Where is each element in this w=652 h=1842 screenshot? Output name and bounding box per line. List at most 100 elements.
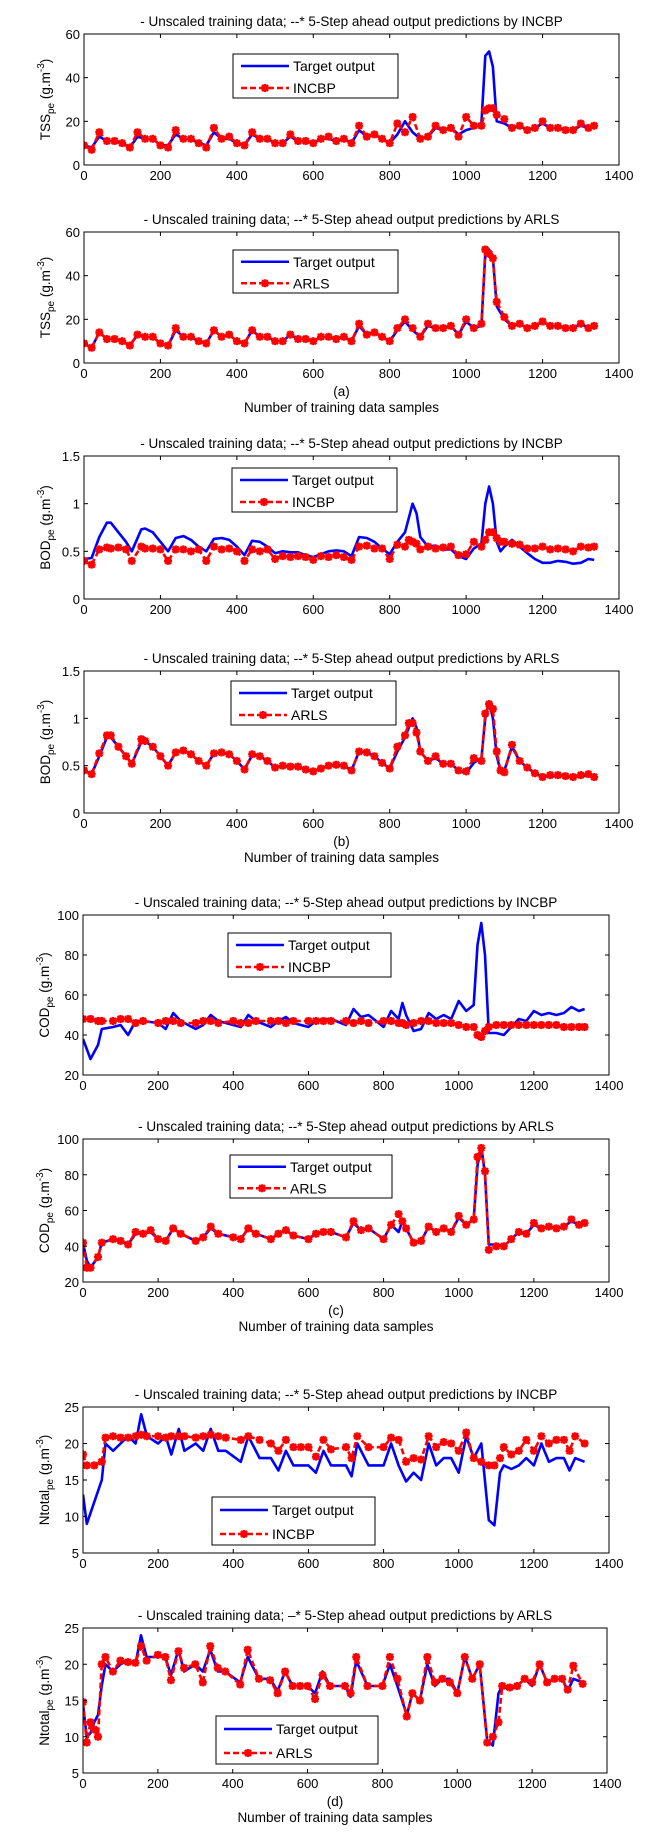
series-marker <box>553 544 562 553</box>
series-marker <box>263 545 272 554</box>
x-tick-label: 600 <box>302 168 324 183</box>
series-marker <box>301 765 310 774</box>
series-marker <box>576 542 585 551</box>
axes-frame <box>83 231 620 364</box>
series-marker <box>402 1457 411 1466</box>
series-marker <box>475 1660 484 1669</box>
series-marker <box>161 1236 170 1245</box>
panel-label: (c) <box>328 1303 344 1318</box>
series-marker <box>537 1224 546 1233</box>
series-marker <box>263 756 272 765</box>
series-line <box>83 1644 584 1744</box>
series-marker <box>255 332 264 341</box>
series-marker <box>229 1017 238 1025</box>
series-marker <box>559 1222 568 1231</box>
x-tick-label: 1400 <box>595 1285 624 1300</box>
y-tick-label: 40 <box>65 1239 79 1254</box>
series-marker <box>439 759 448 768</box>
series-marker <box>131 1658 140 1667</box>
series-marker <box>194 545 203 554</box>
series-marker <box>362 132 371 141</box>
legend-item: INCBP <box>220 1526 315 1542</box>
series-marker <box>131 1227 140 1236</box>
series-marker <box>339 134 348 143</box>
series-marker <box>156 545 165 554</box>
x-tick-label: 200 <box>150 602 172 617</box>
series-marker <box>171 545 180 554</box>
series-marker <box>508 123 516 132</box>
series-marker <box>401 128 409 137</box>
x-tick-label: 1200 <box>519 1556 548 1571</box>
series-marker <box>447 1439 456 1448</box>
series-marker <box>469 1023 478 1031</box>
legend-label: INCBP <box>293 80 336 96</box>
series-marker <box>357 1226 366 1235</box>
series-marker <box>558 1674 567 1683</box>
series-marker <box>401 315 409 324</box>
series-marker <box>578 1679 587 1688</box>
series-marker <box>522 1435 531 1444</box>
series-marker <box>499 1443 508 1452</box>
series-marker <box>324 332 333 341</box>
series-marker <box>309 337 318 346</box>
x-tick-label: 1000 <box>452 366 481 381</box>
series-marker <box>424 1222 433 1231</box>
series-marker <box>454 551 463 560</box>
legend: Target output ARLS <box>232 249 399 294</box>
series-marker <box>131 1019 140 1027</box>
series-marker <box>423 756 432 765</box>
x-tick-label: 1200 <box>528 816 557 831</box>
series-marker <box>446 123 455 132</box>
series-marker <box>255 752 264 761</box>
series-marker <box>271 139 280 148</box>
series-marker <box>324 761 333 770</box>
series-marker <box>153 1650 162 1659</box>
x-tick-label: 400 <box>222 1285 244 1300</box>
x-tick-label: 200 <box>150 816 172 831</box>
legend: Target output ARLS <box>215 1715 379 1765</box>
chart-panel-bod-incbp: - Unscaled training data; --* 5-Step ahe… <box>36 436 633 617</box>
legend-star-icon <box>244 1749 252 1757</box>
series-marker <box>357 1017 366 1025</box>
legend-box <box>211 1496 376 1546</box>
x-tick-label: 1200 <box>518 1776 547 1791</box>
series-marker <box>553 321 562 330</box>
x-tick-label: 0 <box>80 168 87 183</box>
series-marker <box>311 1695 320 1704</box>
series-marker <box>174 1432 183 1441</box>
series-marker <box>404 535 413 544</box>
series-marker <box>281 1019 290 1027</box>
x-tick-label: 1000 <box>452 602 481 617</box>
series-marker <box>240 765 249 774</box>
series-marker <box>169 1017 178 1025</box>
series-marker <box>191 1433 200 1442</box>
series-marker <box>101 1653 110 1661</box>
series-marker <box>324 553 333 562</box>
series-marker <box>187 750 195 759</box>
series-marker <box>90 1725 99 1734</box>
series-marker <box>347 766 356 775</box>
series-marker <box>141 544 150 553</box>
series-marker <box>409 1238 418 1247</box>
x-tick-label: 1000 <box>443 1776 472 1791</box>
series-marker <box>431 544 440 553</box>
y-tick-label: 20 <box>65 1275 79 1290</box>
series-marker <box>481 245 490 254</box>
chart-title: - Unscaled training data; --* 5-Step ahe… <box>144 651 560 666</box>
x-tick-label: 1400 <box>605 366 634 381</box>
series-marker <box>116 1433 125 1442</box>
series-marker <box>580 1439 589 1448</box>
series-marker <box>485 700 494 709</box>
series-marker <box>567 1215 576 1224</box>
series-marker <box>161 1017 170 1025</box>
series-marker <box>109 1432 118 1441</box>
series-marker <box>217 748 226 757</box>
series-marker <box>379 1017 388 1025</box>
series-marker <box>221 1667 230 1676</box>
series-marker <box>492 1021 501 1029</box>
y-axis-label: Ntotalpe (g.m-3) <box>35 1655 56 1746</box>
series-marker <box>266 1235 275 1244</box>
series-marker <box>294 762 302 771</box>
x-axis-label: Number of training data samples <box>244 850 439 865</box>
series-marker <box>535 1660 544 1669</box>
